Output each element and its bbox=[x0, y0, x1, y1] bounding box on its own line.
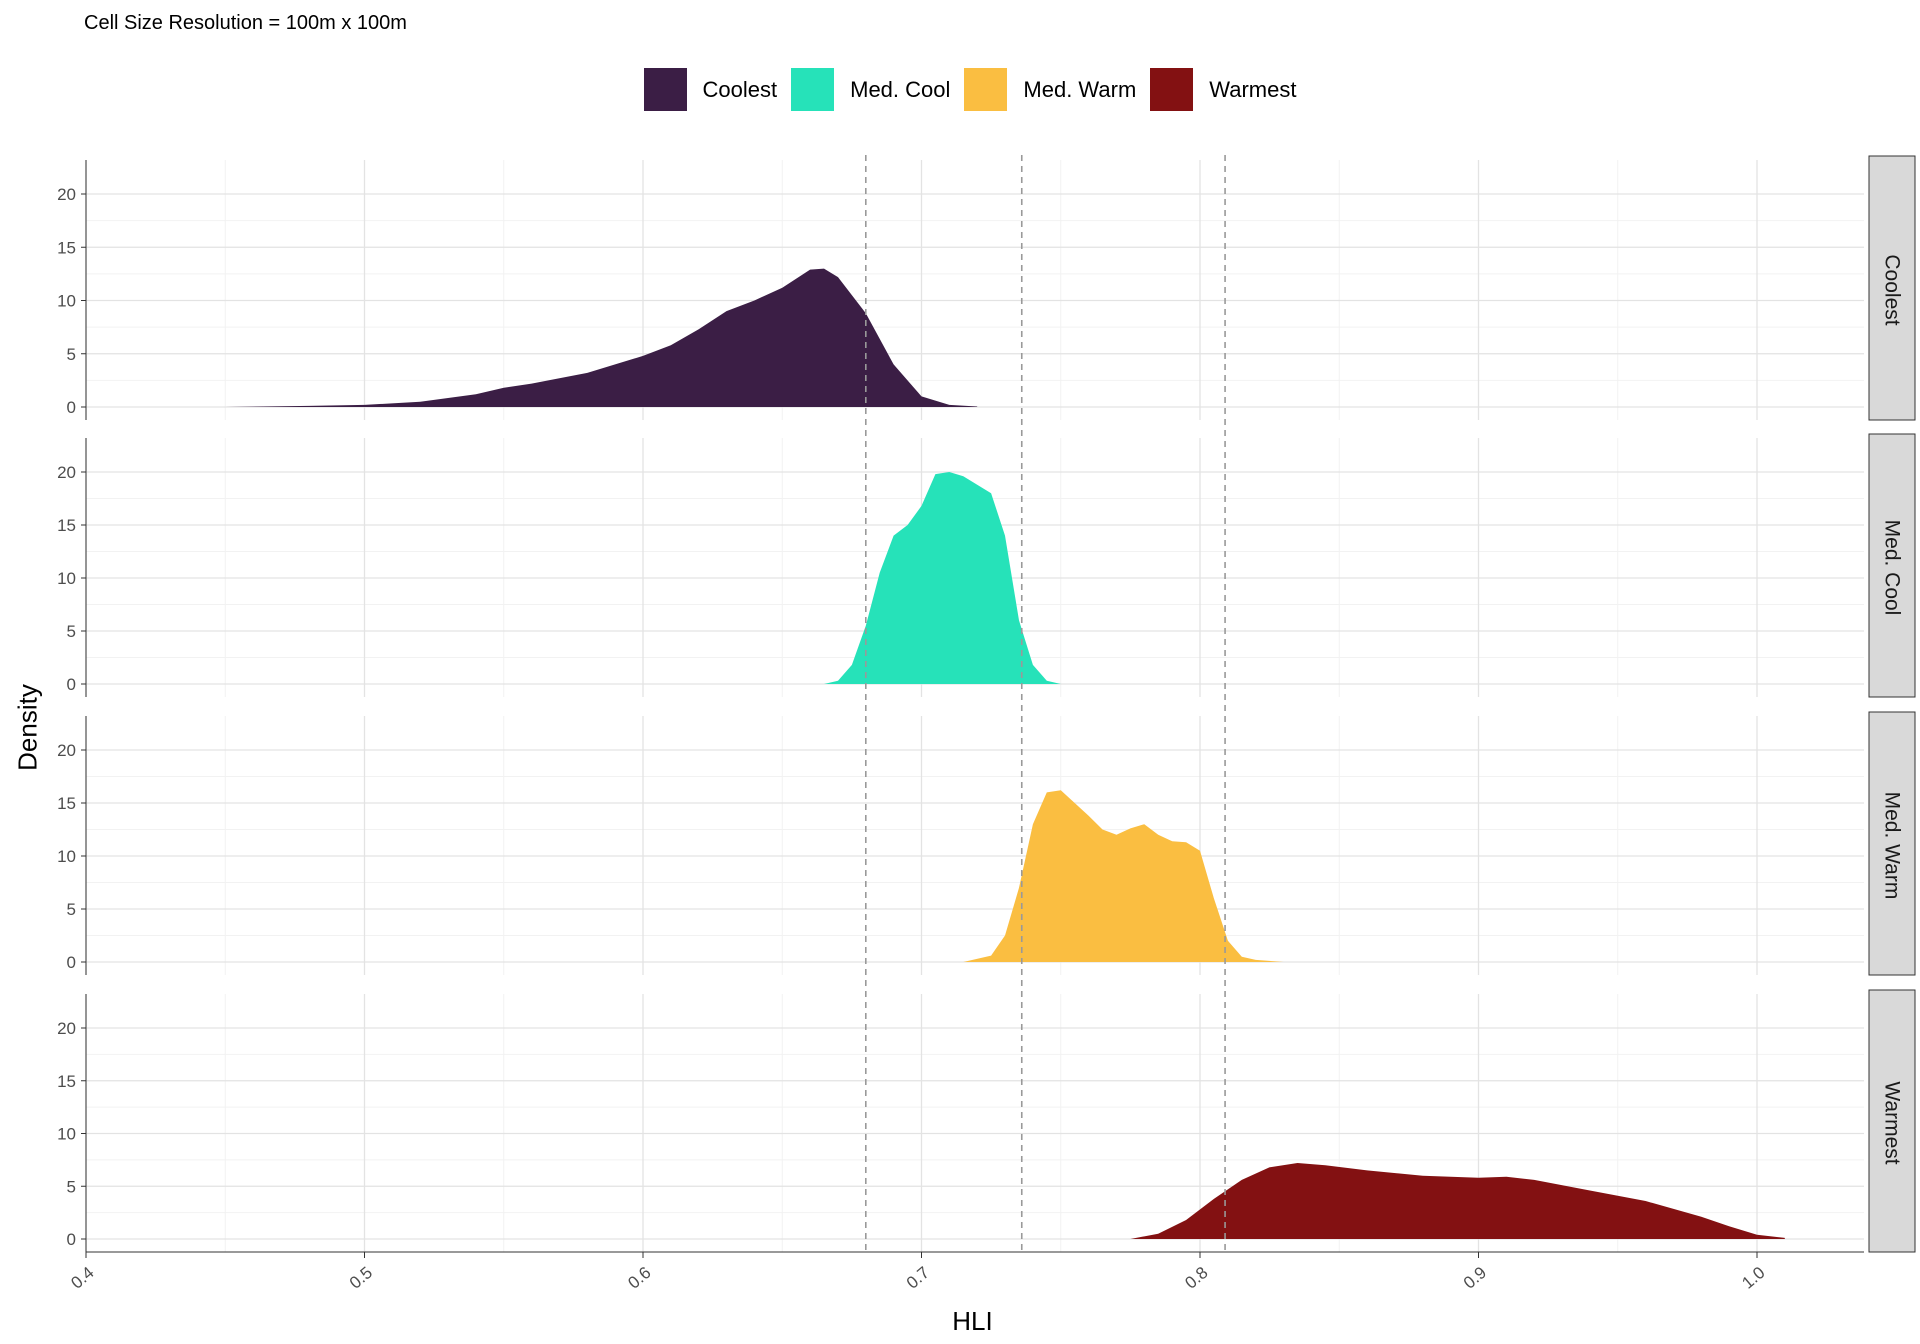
y-tick-label: 20 bbox=[57, 1019, 76, 1038]
facet-strip bbox=[1868, 989, 1916, 1253]
facet-label: Med. Warm bbox=[1881, 792, 1904, 900]
y-tick-label: 15 bbox=[57, 516, 76, 535]
y-tick-label: 10 bbox=[57, 569, 76, 588]
y-tick-label: 15 bbox=[57, 1072, 76, 1091]
x-tick-label: 0.8 bbox=[1181, 1263, 1211, 1293]
panel-3: 0 5 10 15 20 Med. Warm bbox=[57, 711, 1916, 976]
density-area-med-cool bbox=[824, 472, 1061, 684]
x-tick-label: 0.5 bbox=[346, 1263, 376, 1293]
density-area-med-warm bbox=[963, 790, 1284, 962]
x-tick-label: 1.0 bbox=[1738, 1263, 1768, 1293]
y-tick-label: 15 bbox=[57, 238, 76, 257]
y-tick-label: 5 bbox=[67, 1177, 76, 1196]
y-tick-label: 15 bbox=[57, 794, 76, 813]
facet-strip bbox=[1868, 155, 1916, 421]
density-area-coolest bbox=[225, 268, 978, 407]
legend-item-coolest: Coolest bbox=[643, 68, 778, 111]
legend-label: Med. Warm bbox=[1023, 76, 1137, 102]
legend-swatch-med-warm bbox=[964, 68, 1008, 111]
y-tick-label: 10 bbox=[57, 1125, 76, 1144]
legend-label: Med. Cool bbox=[850, 76, 951, 102]
panel-1: 0 5 10 15 20 Coolest bbox=[57, 155, 1916, 421]
x-tick-label: 0.9 bbox=[1460, 1263, 1490, 1293]
y-tick-label: 5 bbox=[67, 900, 76, 919]
y-tick-label: 0 bbox=[67, 675, 76, 694]
legend: Coolest Med. Cool Med. Warm Warmest bbox=[10, 68, 1920, 111]
legend-swatch-warmest bbox=[1150, 68, 1194, 111]
y-tick-label: 10 bbox=[57, 847, 76, 866]
y-tick-label: 0 bbox=[67, 398, 76, 417]
facet-label: Coolest bbox=[1881, 254, 1904, 325]
legend-item-warmest: Warmest bbox=[1150, 68, 1296, 111]
legend-label: Coolest bbox=[702, 76, 778, 102]
legend-item-med-cool: Med. Cool bbox=[791, 68, 950, 111]
panel-2: 0 5 10 15 20 Med. Cool bbox=[57, 433, 1916, 698]
y-tick-label: 0 bbox=[67, 1230, 76, 1249]
y-tick-label: 5 bbox=[67, 345, 76, 364]
panel-4: 0 5 10 15 20 Warmest bbox=[57, 989, 1916, 1253]
legend-swatch-med-cool bbox=[791, 68, 835, 111]
x-tick-label: 0.7 bbox=[903, 1263, 933, 1293]
x-tick-label: 0.4 bbox=[67, 1263, 97, 1293]
facet-strip bbox=[1868, 711, 1916, 976]
y-tick-label: 20 bbox=[57, 463, 76, 482]
legend-swatch-coolest bbox=[643, 68, 687, 111]
density-area-warmest bbox=[1130, 1163, 1785, 1239]
x-axis-title: HLI bbox=[952, 1306, 993, 1336]
x-tick-label: 0.6 bbox=[624, 1263, 654, 1293]
y-axis-title: Density bbox=[12, 684, 43, 771]
y-tick-label: 0 bbox=[67, 953, 76, 972]
facet-strip bbox=[1868, 433, 1916, 698]
y-tick-label: 20 bbox=[57, 741, 76, 760]
facet-label: Warmest bbox=[1881, 1081, 1904, 1164]
y-tick-label: 5 bbox=[67, 622, 76, 641]
legend-label: Warmest bbox=[1209, 76, 1297, 102]
chart-subtitle: Cell Size Resolution = 100m x 100m bbox=[84, 12, 407, 34]
y-tick-label: 10 bbox=[57, 292, 76, 311]
y-tick-label: 20 bbox=[57, 185, 76, 204]
facet-label: Med. Cool bbox=[1881, 520, 1904, 616]
legend-item-med-warm: Med. Warm bbox=[964, 68, 1136, 111]
